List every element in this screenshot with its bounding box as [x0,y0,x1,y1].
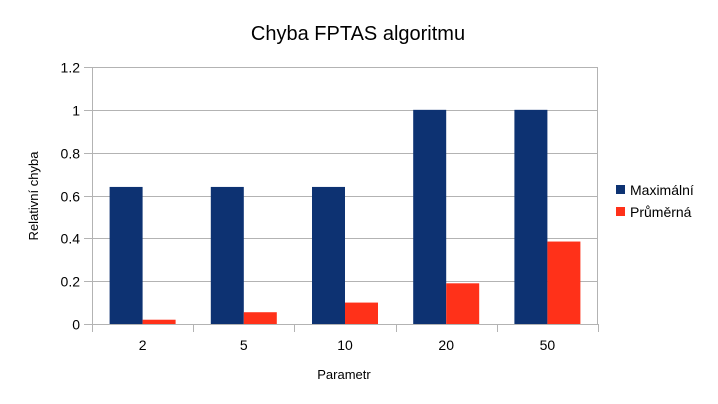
y-tick-label: 0.2 [61,274,81,290]
bar-prumerna-2 [142,319,176,324]
x-tick-label: 50 [540,337,556,353]
chart-title: Chyba FPTAS algoritmu [251,23,465,45]
plot-area: 0 0.2 0.4 0.6 0.8 1 1.2 2 5 10 20 50 [61,60,599,353]
y-tick-label: 0.4 [61,231,81,247]
y-axis-title: Relativní chyba [26,151,41,241]
x-axis-title: Parametr [317,367,371,382]
y-tick-label: 1.2 [61,60,81,76]
x-tick-label: 10 [337,337,353,353]
y-tick-label: 0 [72,317,80,333]
x-tick-label: 5 [240,337,248,353]
legend-label-maximalni: Maximální [630,182,694,198]
legend: Maximální Průměrná [616,182,694,220]
bar-prumerna-50 [547,241,581,324]
x-tick-label: 20 [438,337,454,353]
bar-prumerna-20 [446,283,480,324]
x-tick-label: 2 [139,337,147,353]
bar-maximalni-20 [413,109,447,324]
y-tick-label: 0.8 [61,146,81,162]
legend-swatch-maximalni [616,185,625,194]
bar-maximalni-10 [312,186,345,324]
y-tick-label: 1 [72,103,80,119]
bar-maximalni-2 [109,186,143,324]
y-tick-label: 0.6 [61,189,81,205]
legend-label-prumerna: Průměrná [630,204,692,220]
bar-prumerna-10 [345,302,378,324]
bar-prumerna-5 [243,312,277,324]
bar-maximalni-50 [514,109,548,324]
legend-swatch-prumerna [616,207,625,216]
bar-maximalni-5 [210,186,244,324]
